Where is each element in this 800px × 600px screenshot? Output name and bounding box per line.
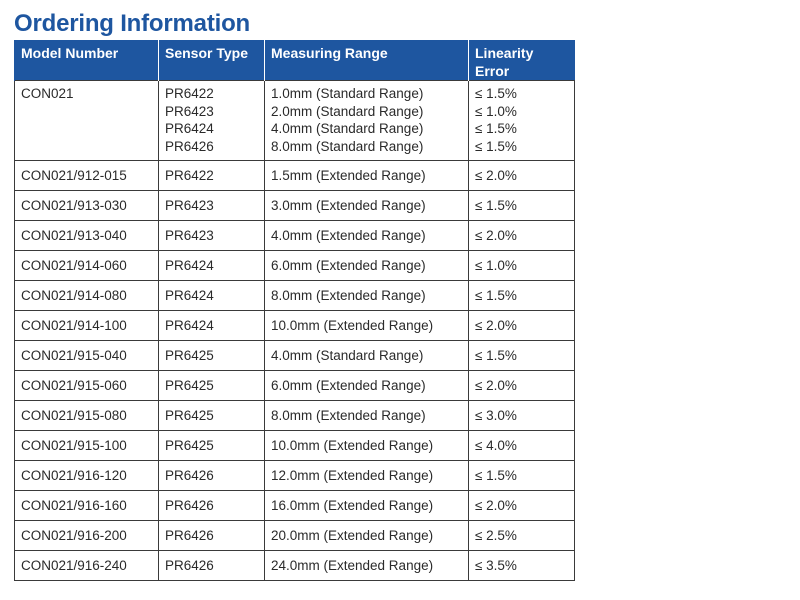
table-row: CON021/912-015 PR6422 1.5mm (Extended Rang… bbox=[14, 160, 575, 191]
cell-linearity-error: ≤ 2.0% bbox=[468, 370, 575, 401]
cell-sensor-type: PR6423 bbox=[158, 220, 265, 251]
measuring-range-line: 8.0mm (Standard Range) bbox=[271, 138, 424, 154]
cell-measuring-range: 8.0mm (Extended Range) bbox=[264, 280, 469, 311]
cell-measuring-range: 6.0mm (Extended Range) bbox=[264, 370, 469, 401]
cell-linearity-error: ≤ 1.5% bbox=[468, 280, 575, 311]
cell-model-number: CON021/916-240 bbox=[14, 550, 159, 581]
cell-model-number: CON021/912-015 bbox=[14, 160, 159, 191]
cell-sensor-type: PR6422 PR6423 PR6424 PR6426 bbox=[158, 80, 265, 161]
header-row: Model Number Sensor Type Measuring Range… bbox=[14, 40, 575, 81]
cell-model-number: CON021/913-040 bbox=[14, 220, 159, 251]
measuring-range-line: 4.0mm (Standard Range) bbox=[271, 121, 424, 136]
cell-linearity-error: ≤ 2.0% bbox=[468, 490, 575, 521]
cell-sensor-type: PR6426 bbox=[158, 460, 265, 491]
cell-measuring-range: 4.0mm (Standard Range) bbox=[264, 340, 469, 371]
table-row: CON021/916-160 PR6426 16.0mm (Extended Ran… bbox=[14, 490, 575, 521]
page-title: Ordering Information bbox=[14, 10, 251, 37]
cell-linearity-error: ≤ 1.0% bbox=[468, 250, 575, 281]
cell-sensor-type: PR6424 bbox=[158, 250, 265, 281]
table-row: CON021/914-060 PR6424 6.0mm (Extended Rang… bbox=[14, 250, 575, 281]
cell-measuring-range: 1.0mm (Standard Range) 2.0mm (Standard R… bbox=[264, 80, 469, 161]
table-row: CON021/915-040 PR6425 4.0mm (Standard Rang… bbox=[14, 340, 575, 371]
linearity-error-line: ≤ 1.5% bbox=[475, 138, 517, 154]
ordering-table: Model Number Sensor Type Measuring Range… bbox=[14, 40, 575, 581]
cell-linearity-error: ≤ 3.5% bbox=[468, 550, 575, 581]
linearity-error-line: ≤ 1.5% bbox=[475, 121, 517, 136]
table-row: CON021/916-200 PR6426 20.0mm (Extended Ran… bbox=[14, 520, 575, 551]
sensor-type-line: PR6426 bbox=[165, 138, 214, 154]
cell-sensor-type: PR6425 bbox=[158, 430, 265, 461]
cell-model-number: CON021/916-160 bbox=[14, 490, 159, 521]
cell-linearity-error: ≤ 1.5% bbox=[468, 460, 575, 491]
table-row: CON021/914-100 PR6424 10.0mm (Extended Ran… bbox=[14, 310, 575, 341]
cell-measuring-range: 10.0mm (Extended Range) bbox=[264, 310, 469, 341]
cell-model-number: CON021/916-200 bbox=[14, 520, 159, 551]
measuring-range-line: 2.0mm (Standard Range) bbox=[271, 103, 424, 119]
header-linearity-line2: Error bbox=[475, 63, 510, 79]
cell-sensor-type: PR6424 bbox=[158, 310, 265, 341]
table-body: CON021 PR6422 PR6423 PR6424 PR6426 1.0mm… bbox=[14, 80, 575, 581]
cell-measuring-range: 24.0mm (Extended Range) bbox=[264, 550, 469, 581]
cell-linearity-error: ≤ 1.5% bbox=[468, 190, 575, 221]
cell-model-number: CON021/915-040 bbox=[14, 340, 159, 371]
cell-measuring-range: 6.0mm (Extended Range) bbox=[264, 250, 469, 281]
table-row: CON021/913-030 PR6423 3.0mm (Extended Rang… bbox=[14, 190, 575, 221]
cell-linearity-error: ≤ 1.5% ≤ 1.0% ≤ 1.5% ≤ 1.5% bbox=[468, 80, 575, 161]
sensor-type-line: PR6424 bbox=[165, 121, 214, 136]
header-model-number: Model Number bbox=[14, 40, 159, 81]
cell-sensor-type: PR6423 bbox=[158, 190, 265, 221]
header-linearity-error: Linearity Error bbox=[468, 40, 575, 81]
cell-model-number: CON021/915-060 bbox=[14, 370, 159, 401]
cell-sensor-type: PR6425 bbox=[158, 370, 265, 401]
cell-measuring-range: 20.0mm (Extended Range) bbox=[264, 520, 469, 551]
cell-model-number: CON021/916-120 bbox=[14, 460, 159, 491]
table-row: CON021/915-060 PR6425 6.0mm (Extended Rang… bbox=[14, 370, 575, 401]
linearity-error-line: ≤ 1.5% bbox=[475, 86, 517, 101]
table-row: CON021/914-080 PR6424 8.0mm (Extended Rang… bbox=[14, 280, 575, 311]
cell-model-number: CON021/914-060 bbox=[14, 250, 159, 281]
sensor-type-line: PR6423 bbox=[165, 103, 214, 119]
linearity-error-line: ≤ 1.0% bbox=[475, 103, 517, 119]
sensor-type-line: PR6422 bbox=[165, 86, 214, 101]
cell-linearity-error: ≤ 2.0% bbox=[468, 160, 575, 191]
table-row: CON021/916-120 PR6426 12.0mm (Extended Ran… bbox=[14, 460, 575, 491]
cell-model-number: CON021/915-100 bbox=[14, 430, 159, 461]
header-measuring-range: Measuring Range bbox=[264, 40, 469, 81]
table-row: CON021/916-240 PR6426 24.0mm (Extended Ran… bbox=[14, 550, 575, 581]
table-header: Model Number Sensor Type Measuring Range… bbox=[14, 40, 575, 81]
measuring-range-line: 1.0mm (Standard Range) bbox=[271, 86, 424, 101]
cell-model-number: CON021/914-080 bbox=[14, 280, 159, 311]
cell-model-number: CON021/913-030 bbox=[14, 190, 159, 221]
cell-measuring-range: 8.0mm (Extended Range) bbox=[264, 400, 469, 431]
cell-sensor-type: PR6426 bbox=[158, 550, 265, 581]
cell-model-number: CON021/914-100 bbox=[14, 310, 159, 341]
cell-linearity-error: ≤ 2.0% bbox=[468, 220, 575, 251]
cell-sensor-type: PR6424 bbox=[158, 280, 265, 311]
table-row: CON021/913-040 PR6423 4.0mm (Extended Rang… bbox=[14, 220, 575, 251]
cell-linearity-error: ≤ 3.0% bbox=[468, 400, 575, 431]
table-row: CON021 PR6422 PR6423 PR6424 PR6426 1.0mm… bbox=[14, 80, 575, 161]
cell-model-number: CON021/915-080 bbox=[14, 400, 159, 431]
header-sensor-type: Sensor Type bbox=[158, 40, 265, 81]
cell-sensor-type: PR6422 bbox=[158, 160, 265, 191]
cell-sensor-type: PR6426 bbox=[158, 490, 265, 521]
cell-measuring-range: 1.5mm (Extended Range) bbox=[264, 160, 469, 191]
cell-linearity-error: ≤ 4.0% bbox=[468, 430, 575, 461]
table-row: CON021/915-100 PR6425 10.0mm (Extended Ran… bbox=[14, 430, 575, 461]
cell-linearity-error: ≤ 2.0% bbox=[468, 310, 575, 341]
cell-measuring-range: 3.0mm (Extended Range) bbox=[264, 190, 469, 221]
cell-sensor-type: PR6425 bbox=[158, 340, 265, 371]
cell-measuring-range: 16.0mm (Extended Range) bbox=[264, 490, 469, 521]
cell-model-number: CON021 bbox=[14, 80, 159, 161]
cell-sensor-type: PR6425 bbox=[158, 400, 265, 431]
cell-measuring-range: 12.0mm (Extended Range) bbox=[264, 460, 469, 491]
cell-measuring-range: 10.0mm (Extended Range) bbox=[264, 430, 469, 461]
cell-linearity-error: ≤ 1.5% bbox=[468, 340, 575, 371]
header-linearity-line1: Linearity bbox=[475, 45, 534, 61]
table-row: CON021/915-080 PR6425 8.0mm (Extended Rang… bbox=[14, 400, 575, 431]
cell-linearity-error: ≤ 2.5% bbox=[468, 520, 575, 551]
cell-sensor-type: PR6426 bbox=[158, 520, 265, 551]
cell-measuring-range: 4.0mm (Extended Range) bbox=[264, 220, 469, 251]
